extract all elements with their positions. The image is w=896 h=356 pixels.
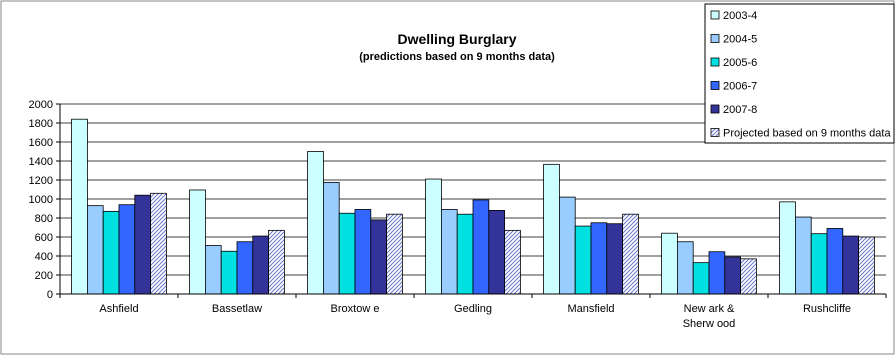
y-tick-label: 400 [35,251,53,263]
bar [590,222,608,295]
bar [386,213,403,295]
y-tick-labels: 0 200 400 600 800 1000 1200 1400 1600 1800 2000 [29,99,53,301]
x-tick-label: Bassetlaw [212,303,262,315]
legend-label: Projected based on 9 months data [723,128,891,140]
bar [559,196,576,295]
bar [795,216,812,295]
x-tick-label: Gedling [454,303,492,315]
bar [118,204,136,295]
bar [779,201,796,295]
bar [71,118,88,295]
x-tick-label: Broxtow e [331,303,380,315]
bar [87,205,104,295]
legend-box [704,3,895,144]
bar [189,189,206,295]
y-tick-label: 0 [47,289,53,301]
legend-swatch [710,57,720,67]
bar [574,225,592,295]
bar [456,213,474,295]
bar [150,192,167,295]
bar [338,212,356,295]
y-tick-label: 1000 [29,194,53,206]
bar [504,229,521,295]
bar [307,151,324,295]
bar [425,178,442,295]
bar [488,209,505,295]
bar [622,213,639,295]
bar [220,250,238,295]
bar [708,251,726,295]
legend-swatch [710,10,720,20]
x-tick-label: Sherw ood [683,318,736,330]
legend-label: 2005-6 [723,57,757,69]
bar [440,209,458,295]
bar [724,256,741,295]
chart-title: Dwelling Burglary [397,31,516,47]
y-tick-label: 1200 [29,175,53,187]
bars [71,118,875,295]
x-tick-label: Ashfield [99,303,138,315]
bar [543,163,560,295]
bar [842,235,859,295]
bar [268,229,285,295]
bar [858,236,875,295]
y-tick-label: 2000 [29,99,53,111]
bar [661,232,678,295]
bar [692,262,710,295]
bar [677,241,694,295]
y-tick-label: 200 [35,270,53,282]
x-tick-label: Rushcliffe [803,303,851,315]
axes [56,103,887,298]
legend-label: 2006-7 [723,81,757,93]
legend-swatch [710,104,720,114]
y-tick-label: 1600 [29,137,53,149]
bar [252,235,270,295]
legend-swatch [710,34,720,43]
bar [826,228,844,295]
bar [606,223,623,295]
bar [134,194,152,295]
legend: 2003-4 2004-5 2005-6 2006-7 2007-8 Projected … [704,3,895,144]
legend-label: 2003-4 [723,10,757,22]
y-tick-label: 800 [35,213,53,225]
bar [740,258,757,295]
legend-label: 2007-8 [723,104,757,116]
chart-subtitle: (predictions based on 9 months data) [359,51,555,63]
bar [204,245,222,295]
legend-swatch [710,81,720,90]
x-tick-labels: Ashfield Bassetlaw Broxtow e Gedling Mansfie… [99,303,851,330]
y-tick-label: 1800 [29,118,53,130]
bar [370,219,387,295]
bar [810,233,828,295]
bar [322,181,340,295]
bar [102,210,120,295]
y-tick-label: 1400 [29,156,53,168]
bar [354,209,372,295]
x-tick-label: Mansfield [567,303,614,315]
bar [236,241,254,295]
y-tick-label: 600 [35,232,53,244]
legend-label: 2004-5 [723,34,757,46]
bar [472,199,490,295]
legend-swatch [710,128,720,137]
x-tick-label: New ark & [684,303,735,315]
